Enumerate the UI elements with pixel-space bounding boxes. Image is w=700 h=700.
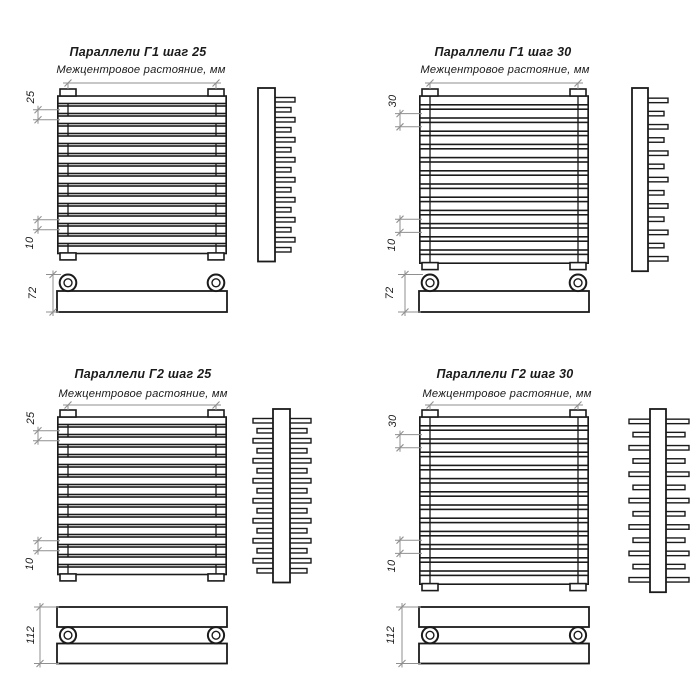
panel-g1-30-depth-label: 72 <box>384 286 396 300</box>
linework-g1-step-30 <box>395 79 669 316</box>
panel-g2-30-depth-label: 112 <box>385 625 397 645</box>
panel-g1-25-pitch-label: 25 <box>25 90 37 104</box>
panel-g1-30-title: Параллели Г1 шаг 30 <box>434 45 572 59</box>
linework-g2-step-30 <box>395 401 690 668</box>
panel-g2-25-title: Параллели Г2 шаг 25 <box>74 367 212 381</box>
panel-g2-30-pitch-label: 30 <box>387 414 399 428</box>
linework-g2-step-25 <box>33 401 312 668</box>
linework-g1-step-25 <box>33 79 296 316</box>
panel-g2-25-depth-label: 112 <box>25 625 37 645</box>
panel-g1-25-title: Параллели Г1 шаг 25 <box>69 45 207 59</box>
panel-g2-30-subtitle: Межцентровое растояние, мм <box>422 388 592 400</box>
panel-g2-30-title: Параллели Г2 шаг 30 <box>436 367 574 381</box>
panel-g2-25-gap-label: 10 <box>24 557 36 571</box>
panel-g1-30-pitch-label: 30 <box>387 94 399 108</box>
panel-g1-30-subtitle: Межцентровое растояние, мм <box>420 64 590 76</box>
panel-g1-25-subtitle: Межцентровое растояние, мм <box>56 64 226 76</box>
panel-g2-25-subtitle: Межцентровое растояние, мм <box>58 388 228 400</box>
panel-g1-25-depth-label: 72 <box>27 286 39 300</box>
panel-g2-30-gap-label: 10 <box>386 559 398 573</box>
panel-g2-25-pitch-label: 25 <box>25 411 37 425</box>
panel-g1-25-gap-label: 10 <box>24 236 36 250</box>
panel-g1-30-gap-label: 10 <box>386 238 398 252</box>
